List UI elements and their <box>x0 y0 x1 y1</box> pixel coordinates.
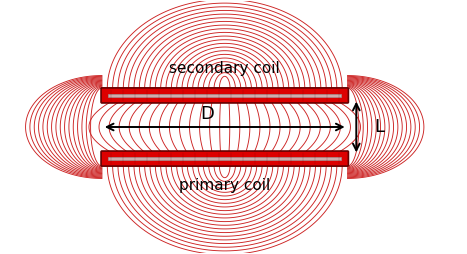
FancyBboxPatch shape <box>101 151 348 166</box>
Bar <box>108 157 341 161</box>
Text: secondary coil: secondary coil <box>170 61 280 76</box>
Text: primary coil: primary coil <box>179 178 270 193</box>
Text: D: D <box>200 105 214 123</box>
Bar <box>108 93 341 97</box>
FancyBboxPatch shape <box>101 88 348 103</box>
Text: L: L <box>374 118 384 136</box>
